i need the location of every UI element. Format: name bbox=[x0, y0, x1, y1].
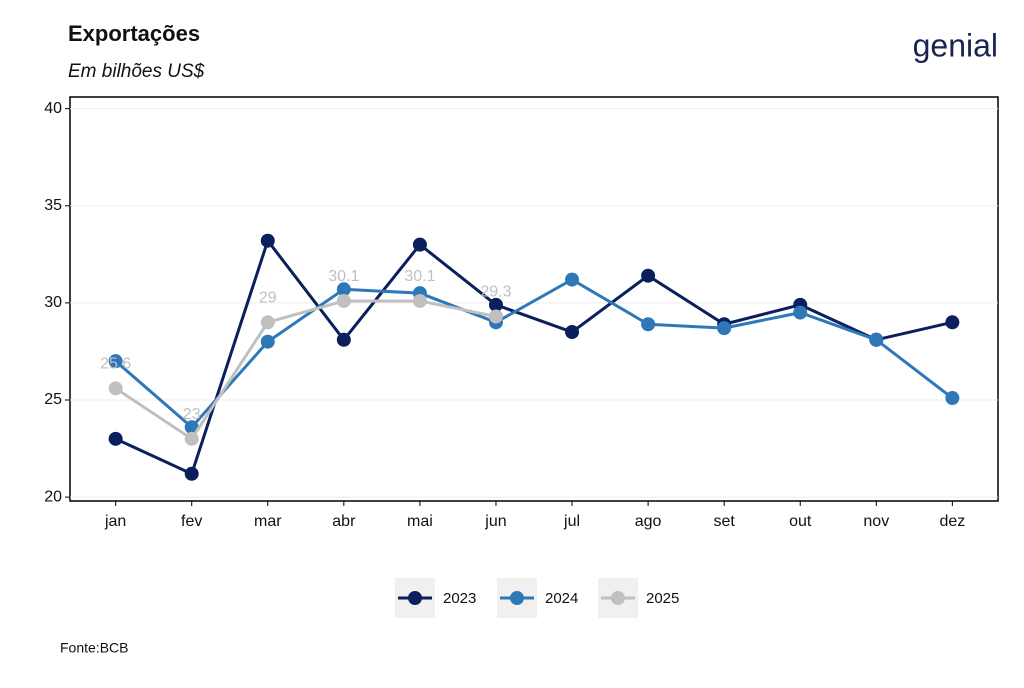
point bbox=[488, 309, 503, 324]
point bbox=[260, 334, 275, 349]
chart-title: Exportações bbox=[68, 21, 200, 46]
point bbox=[641, 268, 656, 283]
x-tick-label: set bbox=[713, 513, 735, 530]
series-line bbox=[114, 277, 954, 430]
data-label: 29 bbox=[259, 290, 277, 307]
y-tick-label: 35 bbox=[44, 197, 62, 214]
point bbox=[108, 431, 123, 446]
point bbox=[336, 332, 351, 347]
logo: genial bbox=[913, 27, 998, 63]
point bbox=[184, 431, 199, 446]
point bbox=[793, 305, 808, 320]
x-tick-label: mar bbox=[254, 513, 282, 530]
point bbox=[108, 354, 123, 369]
data-label: 30.1 bbox=[328, 268, 359, 285]
y-tick-label: 40 bbox=[44, 100, 62, 117]
data-label: 23 bbox=[183, 406, 201, 423]
legend-key-point bbox=[510, 591, 524, 605]
legend-label: 2023 bbox=[443, 590, 476, 607]
point bbox=[184, 466, 199, 481]
plot-frame bbox=[69, 96, 999, 502]
x-tick-label: out bbox=[789, 513, 812, 530]
point bbox=[565, 325, 580, 340]
x-tick-label: jun bbox=[484, 513, 506, 530]
series-line bbox=[114, 299, 497, 441]
chart-subtitle: Em bilhões US$ bbox=[68, 61, 205, 82]
source: Fonte:BCB bbox=[60, 640, 128, 656]
point bbox=[108, 381, 123, 396]
point bbox=[260, 315, 275, 330]
x-tick-label: fev bbox=[181, 513, 202, 530]
point bbox=[565, 272, 580, 287]
legend-key-point bbox=[611, 591, 625, 605]
point bbox=[260, 233, 275, 248]
point bbox=[641, 317, 656, 332]
point bbox=[336, 293, 351, 308]
point bbox=[945, 391, 960, 406]
legend-key-point bbox=[408, 591, 422, 605]
x-tick-label: abr bbox=[332, 513, 356, 530]
data-label: 25.6 bbox=[100, 356, 131, 373]
data-label: 29.3 bbox=[480, 284, 511, 301]
x-tick-label: jul bbox=[563, 513, 580, 530]
x-tick-label: ago bbox=[635, 513, 662, 530]
x-tick-label: dez bbox=[939, 513, 965, 530]
point bbox=[945, 315, 960, 330]
point bbox=[869, 332, 884, 347]
point bbox=[717, 321, 732, 336]
point bbox=[336, 282, 351, 297]
point bbox=[412, 293, 427, 308]
legend-label: 2024 bbox=[545, 590, 578, 607]
data-label: 30.1 bbox=[404, 268, 435, 285]
x-tick-label: jan bbox=[104, 513, 126, 530]
point bbox=[412, 237, 427, 252]
point bbox=[184, 420, 199, 435]
x-tick-label: mai bbox=[407, 513, 433, 530]
point bbox=[488, 297, 503, 312]
y-tick-label: 25 bbox=[44, 391, 62, 408]
y-tick-label: 30 bbox=[44, 294, 62, 311]
x-tick-label: nov bbox=[863, 513, 889, 530]
legend-label: 2025 bbox=[646, 590, 679, 607]
y-tick-label: 20 bbox=[44, 488, 62, 505]
series-line bbox=[115, 237, 953, 476]
